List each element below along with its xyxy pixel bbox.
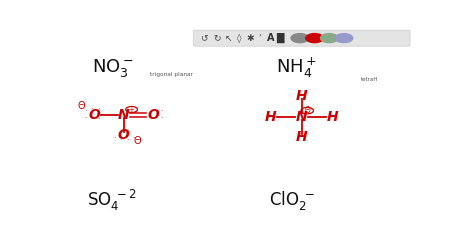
Text: $\mathdefault{NH_4^+}$: $\mathdefault{NH_4^+}$ [276,56,317,80]
Text: ·: · [97,115,99,124]
Text: Θ: Θ [304,106,310,115]
Text: H: H [296,130,308,144]
Text: trigonal planar: trigonal planar [150,72,193,77]
Text: H: H [327,110,339,124]
Text: O: O [118,128,129,142]
Text: $\mathdefault{SO_4^{\ -2}}$: $\mathdefault{SO_4^{\ -2}}$ [87,188,137,213]
Text: ·: · [118,136,121,145]
Circle shape [306,34,323,43]
Text: ·: · [91,105,93,114]
Text: ·: · [132,134,134,143]
Text: tetraH: tetraH [361,77,378,81]
Circle shape [291,34,309,43]
Circle shape [320,34,338,43]
Text: Θ: Θ [134,136,141,146]
Text: ·: · [97,105,99,114]
Text: A: A [267,33,274,43]
Text: +: + [128,106,135,112]
Text: ·: · [160,107,162,116]
Text: ·: · [84,107,87,116]
Text: H: H [296,89,308,103]
Text: O: O [88,108,100,122]
Circle shape [335,34,353,43]
Text: Θ: Θ [77,101,85,111]
Text: $\mathdefault{NO_3^-}$: $\mathdefault{NO_3^-}$ [92,57,133,79]
Text: ◊: ◊ [237,33,241,43]
Text: ✱: ✱ [246,34,254,43]
Text: ·: · [160,114,162,123]
Text: ·: · [113,134,115,143]
Text: █: █ [276,33,283,43]
Text: O: O [147,108,159,122]
Text: N: N [118,108,129,122]
Text: H: H [264,110,276,124]
Text: ·: · [84,114,87,123]
Text: ‘: ‘ [258,34,261,43]
Text: N: N [296,110,308,124]
Text: $\mathdefault{ClO_2^{\ -}}$: $\mathdefault{ClO_2^{\ -}}$ [270,189,316,212]
Text: ↻: ↻ [213,34,221,43]
Text: ·: · [126,136,128,145]
Text: ↖: ↖ [225,34,232,43]
FancyBboxPatch shape [193,30,410,46]
Text: ·: · [91,115,93,124]
Text: ↺: ↺ [201,34,208,43]
